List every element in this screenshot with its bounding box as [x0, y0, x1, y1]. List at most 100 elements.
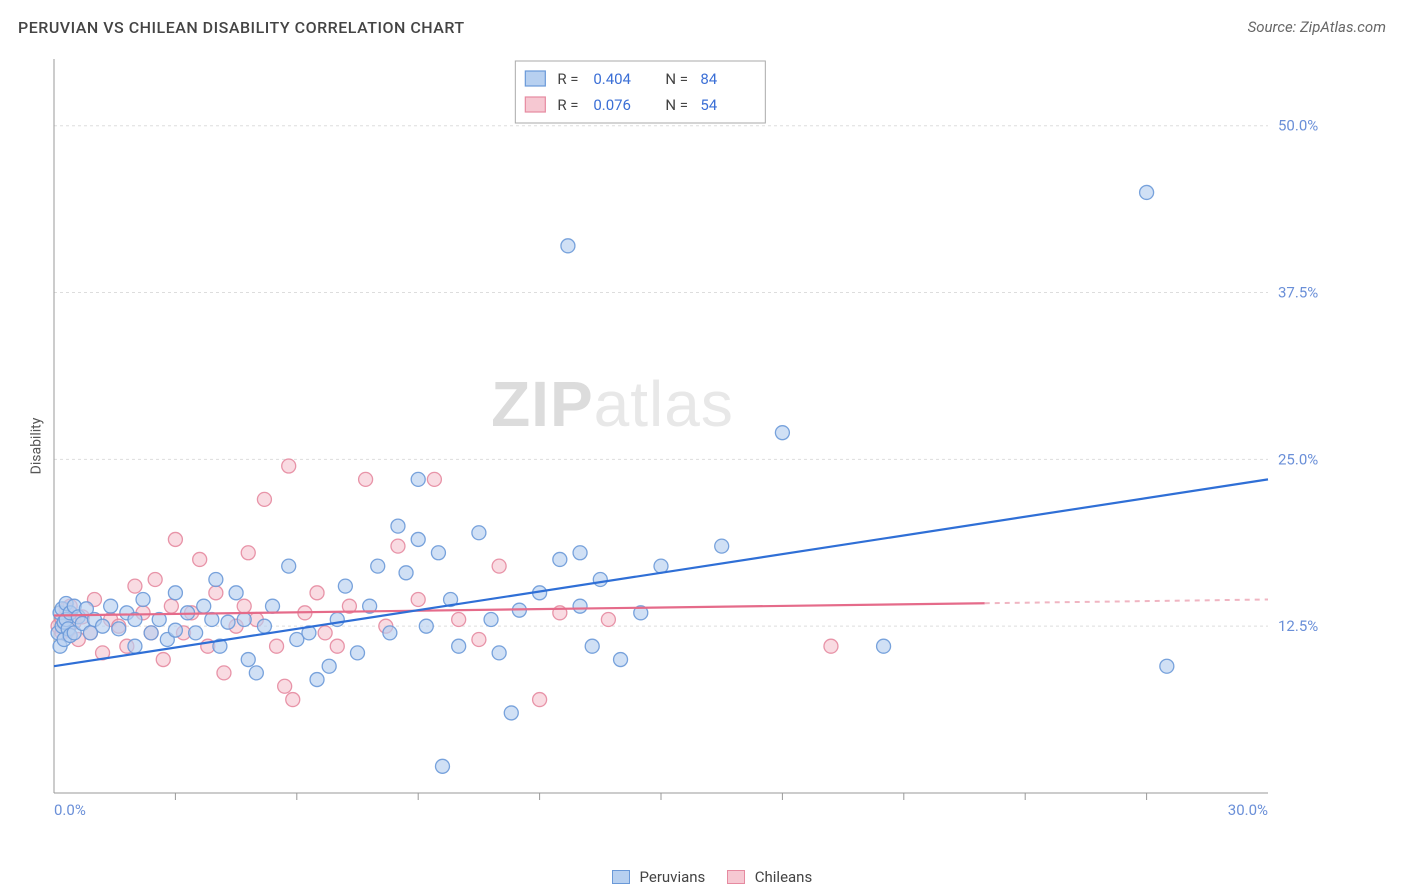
- chart-container: PERUVIAN VS CHILEAN DISABILITY CORRELATI…: [0, 0, 1406, 892]
- legend-n-value: 84: [700, 70, 717, 88]
- data-point: [112, 622, 126, 636]
- data-point: [824, 639, 838, 653]
- data-point: [472, 526, 486, 540]
- data-point: [221, 615, 235, 629]
- data-point: [286, 693, 300, 707]
- data-point: [136, 592, 150, 606]
- data-point: [351, 646, 365, 660]
- legend-label-peruvians: Peruvians: [640, 868, 706, 886]
- data-point: [168, 623, 182, 637]
- data-point: [266, 599, 280, 613]
- data-point: [1160, 659, 1174, 673]
- data-point: [322, 659, 336, 673]
- data-point: [128, 579, 142, 593]
- data-point: [197, 599, 211, 613]
- data-point: [282, 459, 296, 473]
- data-point: [431, 546, 445, 560]
- data-point: [310, 586, 324, 600]
- scatter-chart: ZIPatlas12.5%25.0%37.5%50.0%0.0%30.0%R =…: [50, 55, 1340, 825]
- data-point: [282, 559, 296, 573]
- legend-n-label: N =: [665, 96, 688, 114]
- svg-text:12.5%: 12.5%: [1278, 617, 1318, 635]
- svg-text:37.5%: 37.5%: [1278, 284, 1318, 302]
- data-point: [237, 613, 251, 627]
- data-point: [391, 539, 405, 553]
- data-point: [237, 599, 251, 613]
- data-point: [553, 552, 567, 566]
- data-point: [168, 586, 182, 600]
- data-point: [504, 706, 518, 720]
- data-point: [128, 639, 142, 653]
- data-point: [427, 472, 441, 486]
- regression-line: [54, 479, 1268, 666]
- data-point: [533, 693, 547, 707]
- legend-r-label: R =: [557, 96, 578, 114]
- svg-text:50.0%: 50.0%: [1278, 117, 1318, 135]
- data-point: [877, 639, 891, 653]
- data-point: [217, 666, 231, 680]
- regression-line-extrapolated: [985, 599, 1268, 603]
- data-point: [229, 586, 243, 600]
- data-point: [399, 566, 413, 580]
- data-point: [257, 492, 271, 506]
- data-point: [278, 679, 292, 693]
- stats-legend: [515, 61, 765, 123]
- data-point: [270, 639, 284, 653]
- data-point: [573, 546, 587, 560]
- legend-swatch: [525, 71, 545, 86]
- data-point: [419, 619, 433, 633]
- data-point: [492, 646, 506, 660]
- data-point: [573, 599, 587, 613]
- data-point: [156, 653, 170, 667]
- data-point: [241, 653, 255, 667]
- legend-r-value: 0.404: [593, 70, 631, 88]
- data-point: [411, 592, 425, 606]
- data-point: [715, 539, 729, 553]
- data-point: [1140, 185, 1154, 199]
- legend-r-label: R =: [557, 70, 578, 88]
- data-point: [775, 426, 789, 440]
- svg-text:25.0%: 25.0%: [1278, 450, 1318, 468]
- data-point: [472, 633, 486, 647]
- data-point: [411, 532, 425, 546]
- source-label: Source: ZipAtlas.com: [1248, 18, 1386, 36]
- legend-r-value: 0.076: [593, 96, 631, 114]
- data-point: [148, 572, 162, 586]
- bottom-legend: Peruvians Chileans: [0, 868, 1406, 886]
- data-point: [561, 239, 575, 253]
- legend-n-value: 54: [700, 96, 717, 114]
- data-point: [330, 639, 344, 653]
- data-point: [310, 673, 324, 687]
- data-point: [209, 586, 223, 600]
- data-point: [205, 613, 219, 627]
- y-axis-label: Disability: [28, 418, 44, 475]
- data-point: [411, 472, 425, 486]
- svg-text:0.0%: 0.0%: [54, 801, 86, 819]
- data-point: [601, 613, 615, 627]
- legend-n-label: N =: [665, 70, 688, 88]
- data-point: [96, 619, 110, 633]
- data-point: [338, 579, 352, 593]
- data-point: [383, 626, 397, 640]
- data-point: [371, 559, 385, 573]
- data-point: [144, 626, 158, 640]
- data-point: [452, 613, 466, 627]
- data-point: [593, 572, 607, 586]
- data-point: [484, 613, 498, 627]
- data-point: [492, 559, 506, 573]
- data-point: [209, 572, 223, 586]
- data-point: [189, 626, 203, 640]
- data-point: [359, 472, 373, 486]
- chart-title: PERUVIAN VS CHILEAN DISABILITY CORRELATI…: [18, 18, 465, 37]
- data-point: [435, 759, 449, 773]
- data-point: [614, 653, 628, 667]
- data-point: [249, 666, 263, 680]
- data-point: [257, 619, 271, 633]
- data-point: [452, 639, 466, 653]
- data-point: [193, 552, 207, 566]
- data-point: [241, 546, 255, 560]
- data-point: [585, 639, 599, 653]
- legend-swatch: [525, 97, 545, 112]
- legend-swatch-peruvians: [612, 870, 630, 884]
- legend-label-chileans: Chileans: [755, 868, 812, 886]
